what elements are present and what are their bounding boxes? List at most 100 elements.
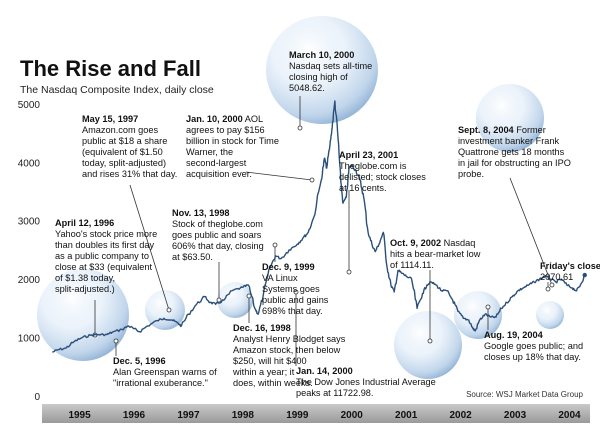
x-tick-label: 1995 <box>68 410 91 421</box>
x-axis-band <box>42 404 590 423</box>
bubble-1996 <box>37 269 129 361</box>
x-tick-label: 2000 <box>341 410 364 421</box>
annotation-date: Dec. 5, 1996 <box>113 356 166 366</box>
annotation-date: Jan. 10, 2000 AOL <box>186 114 263 124</box>
annotation-line: does, within weeks. <box>233 378 313 388</box>
annotation-date: Friday's close: <box>540 261 600 271</box>
annotation-dot <box>545 286 551 292</box>
annotation-date-tail: AOL <box>243 114 263 124</box>
annotation-date: Dec. 16, 1998 <box>233 323 291 333</box>
annotation-line: goes public and soars <box>172 230 262 240</box>
annotation-line: closes up 18% that day. <box>484 352 581 362</box>
annotation-date-label: Dec. 5, 1996 <box>113 356 166 366</box>
annotation-line: hits a bear-market low <box>390 249 481 259</box>
annotation-line: of $1.38 today, <box>55 273 115 283</box>
annotation-line: within a year; it <box>232 367 295 377</box>
bubble-decorations <box>37 16 564 379</box>
annotation-date: April 12, 1996 <box>55 218 114 228</box>
annotation-dot <box>216 297 222 303</box>
x-tick-label: 1998 <box>232 410 255 421</box>
annotation-date-label: Jan. 10, 2000 <box>186 114 243 124</box>
annotation-line: (equivalent of $1.50 <box>82 147 163 157</box>
annotation-line: "irrational exuberance." <box>113 378 208 388</box>
annotation-line: The Dow Jones Industrial Average <box>296 377 436 387</box>
chart-title: The Rise and Fall <box>20 56 201 81</box>
annotation-date-label: Jan. 14, 2000 <box>296 366 353 376</box>
bubble-2002 <box>394 311 462 379</box>
annotation-line: public and gains <box>262 295 329 305</box>
bubble-1997 <box>145 290 185 330</box>
x-tick-label: 1999 <box>286 410 309 421</box>
annotation-dot <box>293 289 299 295</box>
annotation-line: billion in stock for Time <box>186 136 279 146</box>
annotation-line: 698% that day. <box>262 306 323 316</box>
bubble-2004a <box>476 84 544 152</box>
annotation-line: at 16 cents. <box>339 183 387 193</box>
annotation-line: 606% that day, closing <box>172 241 264 251</box>
annotation-line: Warner, the <box>186 147 233 157</box>
annotation-date-label: May 15, 1997 <box>82 114 138 124</box>
annotation-dot <box>272 242 278 248</box>
annotation-date: Nov. 13, 1998 <box>172 208 230 218</box>
annotation-date-label: Dec. 9, 1999 <box>262 262 315 272</box>
annotation-line: than doubles its first day <box>55 240 154 250</box>
annotation-date-label: Oct. 9, 2002 <box>390 238 441 248</box>
annotation-line: investment banker Frank <box>458 136 560 146</box>
annotation-dot <box>346 269 352 275</box>
annotation-leader <box>245 171 313 181</box>
annotation-line: Nasdaq sets all-time <box>289 61 372 71</box>
annotation-line: acquisition ever. <box>186 169 252 179</box>
annotation-date-label: Nov. 13, 1998 <box>172 208 230 218</box>
y-tick-label: 5000 <box>18 100 41 111</box>
annotation-date: May 15, 1997 <box>82 114 138 124</box>
annotation-dot <box>166 307 172 313</box>
annotation-leader <box>129 184 170 311</box>
annotation-date-label: April 12, 1996 <box>55 218 114 228</box>
annotation-date-label: March 10, 2000 <box>289 50 354 60</box>
bubble-2004c <box>536 301 564 329</box>
annotation-date-tail: Nasdaq <box>441 238 475 248</box>
annotation-line: VA Linux <box>262 273 298 283</box>
x-tick-label: 1996 <box>123 410 146 421</box>
annotation-line: closing high of <box>289 72 348 82</box>
annotation-leader <box>509 177 553 286</box>
annotation-line: Quattrone gets 18 months <box>458 147 565 157</box>
annotation-dot <box>485 304 491 310</box>
annotation-line: Google goes public; and <box>484 341 583 351</box>
y-tick-label: 4000 <box>18 158 41 169</box>
annotation-line: as a public company to <box>55 251 149 261</box>
annotation-dot <box>113 338 119 344</box>
chart-subtitle: The Nasdaq Composite Index, daily close <box>20 84 214 96</box>
annotation-line: delisted; stock closes <box>339 172 426 182</box>
annotation-line: today, split-adjusted) <box>82 158 166 168</box>
annotation-line: 2070.61 <box>540 272 573 282</box>
y-tick-label: 3000 <box>18 217 41 228</box>
x-tick-label: 2004 <box>558 410 581 421</box>
annotation-line: 5048.62. <box>289 83 325 93</box>
x-tick-label: 2001 <box>395 410 418 421</box>
annotation-line: Analyst Henry Blodget says <box>233 334 346 344</box>
series-line <box>52 100 586 353</box>
annotation-dot <box>309 177 315 183</box>
annotation-date-label: Aug. 19, 2004 <box>484 330 544 340</box>
y-tick-label: 1000 <box>18 334 41 345</box>
annotation-date: Aug. 19, 2004 <box>484 330 544 340</box>
annotation-line: in jail for obstructing an IPO <box>458 158 571 168</box>
annotation-line: probe. <box>458 169 484 179</box>
annotation-line: public at $18 a share <box>82 136 167 146</box>
annotation-line: Stock of theglobe.com <box>172 219 263 229</box>
annotation-dot <box>297 125 303 131</box>
annotation-line: peaks at 11722.98. <box>296 388 373 398</box>
bubble-peak <box>266 16 378 124</box>
y-tick-label: 2000 <box>18 275 41 286</box>
